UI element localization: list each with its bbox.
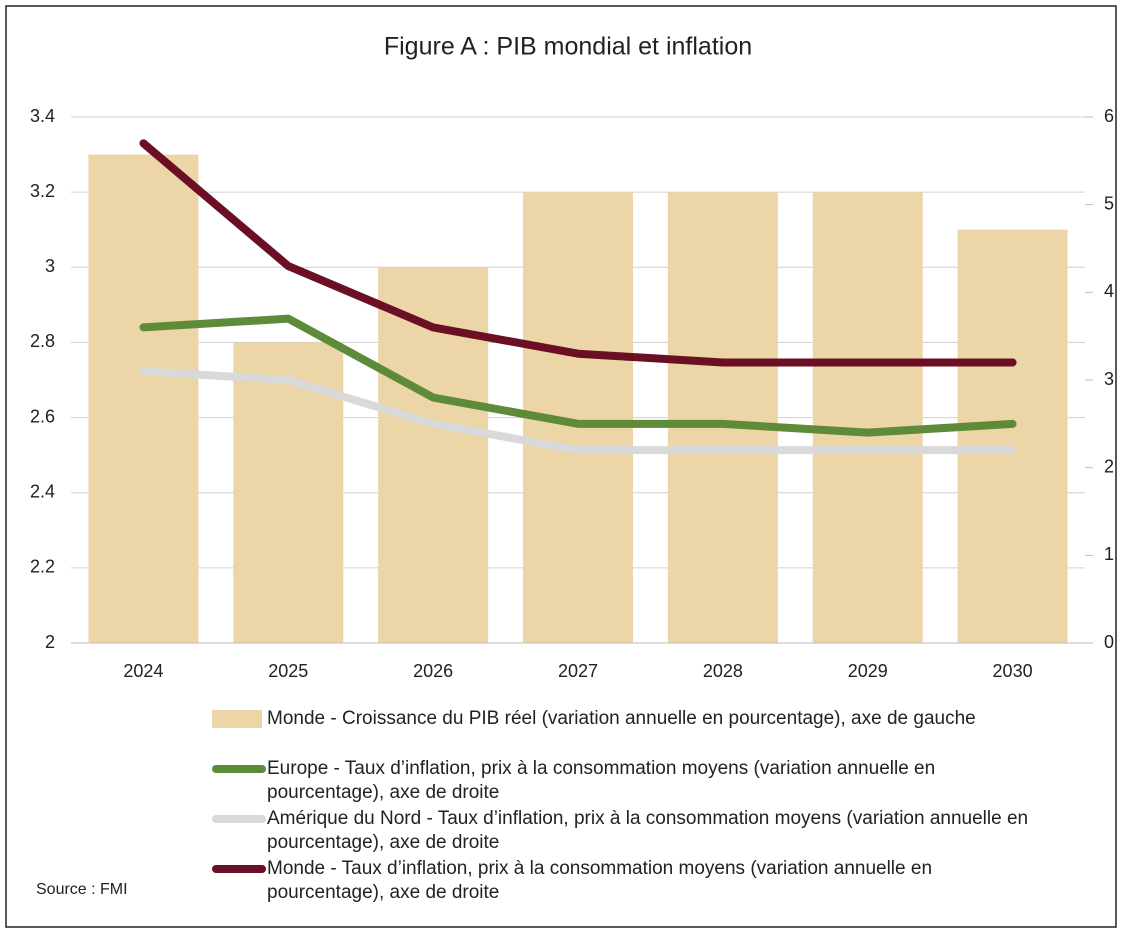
bar [812, 192, 923, 643]
legend-label: Monde - Taux d’inflation, prix à la cons… [267, 858, 933, 903]
y-tick-label: 2.8 [30, 331, 55, 351]
y-tick-label: 2.6 [30, 406, 55, 426]
y-tick-label: 2 [45, 632, 55, 652]
x-tick-label: 2028 [703, 661, 743, 681]
line [139, 367, 1017, 455]
bar [667, 192, 778, 643]
x-tick-label: 2030 [993, 661, 1033, 681]
line [139, 139, 1017, 367]
x-tick-label: 2024 [123, 661, 163, 681]
bar [957, 229, 1068, 643]
y-tick-label: 3.4 [30, 106, 55, 126]
y2-tick-label: 1 [1104, 544, 1114, 564]
y2-tick-label: 5 [1104, 193, 1114, 213]
y-tick-label: 2.4 [30, 481, 55, 501]
chart-border [5, 5, 1117, 928]
y2-tick-label: 0 [1104, 632, 1114, 652]
legend-swatch [212, 710, 262, 728]
y-tick-label: 2.2 [30, 557, 55, 577]
y2-tick-label: 4 [1104, 281, 1114, 301]
y2-tick-label: 6 [1104, 106, 1114, 126]
y2-tick-label: 3 [1104, 369, 1114, 389]
x-tick-label: 2029 [848, 661, 888, 681]
legend-label: Europe - Taux d’inflation, prix à la con… [267, 758, 936, 803]
source: Source : FMI [36, 881, 128, 898]
legend-label: Monde - Croissance du PIB réel (variatio… [267, 708, 976, 729]
chart-title: Figure A : PIB mondial et inflation [384, 33, 752, 61]
x-tick-label: 2027 [558, 661, 598, 681]
y-tick-label: 3.2 [30, 181, 55, 201]
x-tick-label: 2026 [413, 661, 453, 681]
x-tick-label: 2025 [268, 661, 308, 681]
line [139, 314, 1017, 437]
legend-label: Amérique du Nord - Taux d’inflation, pri… [267, 808, 1029, 853]
y-tick-label: 3 [45, 256, 55, 276]
bar [88, 154, 199, 644]
y2-tick-label: 2 [1104, 456, 1114, 476]
